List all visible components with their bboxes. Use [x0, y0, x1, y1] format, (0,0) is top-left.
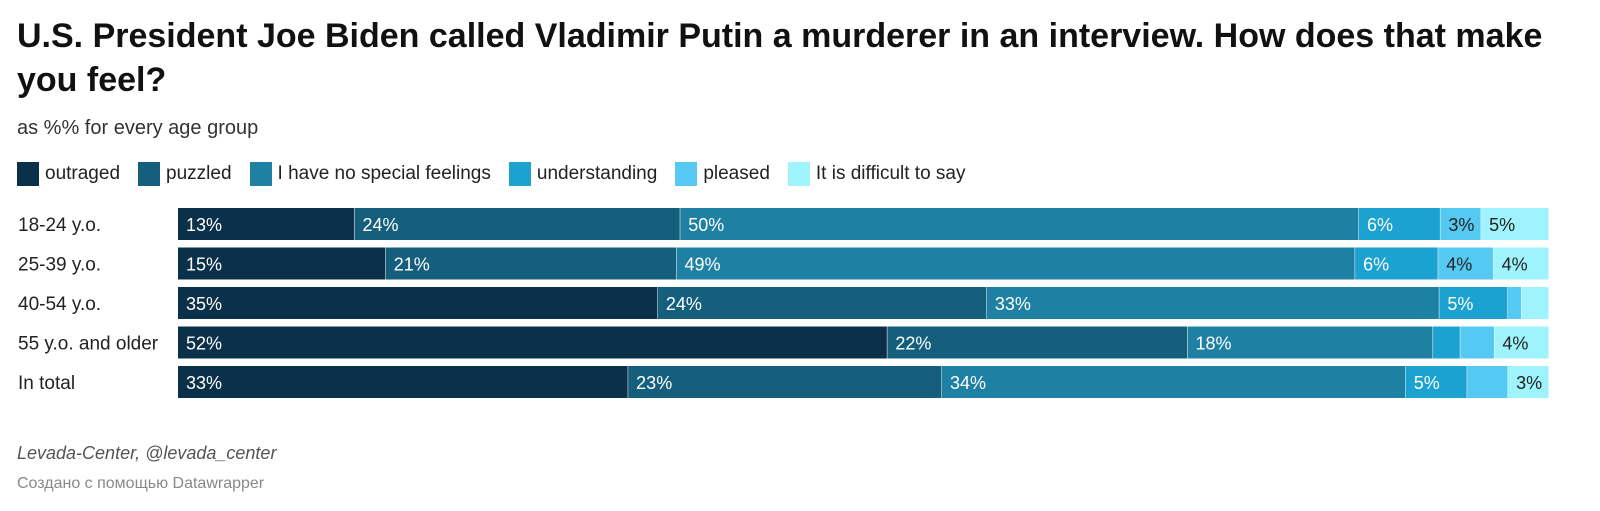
data-label: 6% — [1363, 255, 1389, 275]
category-label: In total — [18, 373, 75, 394]
data-label: 34% — [950, 373, 986, 393]
data-label: 35% — [186, 294, 222, 314]
bar-segment — [1440, 208, 1481, 240]
data-label: 3% — [1516, 373, 1542, 393]
data-label: 5% — [1447, 294, 1473, 314]
legend-swatch-difficult-to-say — [787, 162, 810, 186]
bar-segment — [628, 366, 942, 398]
legend-label-no-special-feelings: I have no special feelings — [277, 163, 491, 184]
bar-segment — [385, 247, 677, 280]
data-label: 33% — [995, 294, 1031, 314]
data-label: 23% — [636, 373, 672, 393]
legend-label-difficult-to-say: It is difficult to say — [815, 163, 966, 184]
legend-item-no-special-feelings: I have no special feelings — [249, 162, 491, 186]
bar-segment — [676, 247, 1355, 280]
legend-swatch-outraged — [17, 162, 39, 186]
bar-segment — [657, 287, 987, 319]
bar-segment — [1438, 247, 1494, 280]
bar-segment — [1493, 247, 1549, 280]
category-label: 25-39 y.o. — [18, 255, 101, 276]
data-label: 18% — [1195, 334, 1231, 354]
data-label: 3% — [1448, 215, 1474, 235]
legend-item-outraged: outraged — [17, 162, 120, 186]
data-label: 15% — [186, 255, 222, 275]
bar-row: 40-54 y.o. 35% 24% 33% 5% — [18, 287, 1549, 319]
data-label: 52% — [186, 334, 222, 354]
bar-segment — [941, 366, 1406, 398]
bar-segment — [1358, 208, 1440, 240]
data-label: 6% — [1367, 215, 1393, 235]
bar-segment — [1405, 366, 1467, 398]
data-label: 50% — [688, 215, 724, 235]
bar-row: 18-24 y.o. 13% 24% 50% 6% 3% 5% — [18, 208, 1549, 240]
data-label: 4% — [1446, 255, 1472, 275]
legend-label-understanding: understanding — [536, 163, 658, 184]
legend-label-outraged: outraged — [45, 163, 121, 184]
bar-row: 55 y.o. and older 52% 22% 18% 4% — [18, 326, 1549, 359]
data-label: 49% — [685, 255, 721, 275]
bar-segment — [1467, 366, 1508, 398]
category-label: 55 y.o. and older — [18, 334, 159, 355]
source-note: Levada-Center, @levada_center — [17, 443, 277, 463]
category-label: 18-24 y.o. — [18, 215, 101, 236]
data-label: 4% — [1502, 334, 1528, 354]
data-label: 33% — [186, 373, 222, 393]
bar-segment — [354, 208, 680, 240]
bar-segment — [178, 247, 386, 280]
bar-segment — [178, 326, 887, 359]
data-label: 21% — [394, 255, 430, 275]
bar-segment — [986, 287, 1439, 319]
data-label: 13% — [186, 215, 222, 235]
bar-segment — [1521, 287, 1549, 319]
legend-label-puzzled: puzzled — [166, 163, 232, 184]
legend-swatch-puzzled — [138, 162, 161, 186]
bar-segment — [1460, 326, 1494, 359]
credit-note: Создано с помощью Datawrapper — [17, 475, 265, 492]
bar-row: 25-39 y.o. 15% 21% 49% 6% 4% 4% — [18, 247, 1549, 280]
data-label: 22% — [895, 334, 931, 354]
legend: outraged puzzled I have no special feeli… — [17, 162, 984, 186]
bar-segment — [1494, 326, 1549, 359]
legend-swatch-no-special-feelings — [249, 162, 272, 186]
bar-segment — [178, 287, 658, 319]
data-label: 5% — [1489, 215, 1515, 235]
bar-segment — [1187, 326, 1433, 359]
bar-segment — [1481, 208, 1549, 240]
bar-segment — [680, 208, 1359, 240]
legend-item-difficult-to-say: It is difficult to say — [787, 162, 966, 186]
data-label: 24% — [666, 294, 702, 314]
bar-segment — [1433, 326, 1460, 359]
data-label: 24% — [362, 215, 398, 235]
bar-segment — [178, 366, 628, 398]
bar-segment — [1508, 366, 1549, 398]
category-label: 40-54 y.o. — [18, 294, 101, 315]
bar-segment — [1355, 247, 1438, 280]
legend-item-pleased: pleased — [675, 162, 770, 186]
legend-swatch-pleased — [675, 162, 698, 186]
bar-row: In total 33% 23% 34% 5% 3% — [18, 366, 1549, 398]
bar-segment — [1507, 287, 1522, 319]
legend-item-puzzled: puzzled — [138, 162, 232, 186]
stacked-bar-chart: 18-24 y.o. 13% 24% 50% 6% 3% 5% 25-39 y.o. 15% 21… — [18, 208, 1549, 398]
legend-swatch-understanding — [508, 162, 531, 186]
bar-segment — [178, 208, 354, 240]
chart-title: U.S. President Joe Biden called Vladimir… — [17, 17, 1543, 99]
data-label: 4% — [1502, 255, 1528, 275]
bar-segment — [887, 326, 1187, 359]
bar-segment — [1439, 287, 1508, 319]
legend-item-understanding: understanding — [508, 162, 658, 186]
chart-subtitle: as %% for every age group — [17, 117, 259, 139]
data-label: 5% — [1414, 373, 1440, 393]
legend-label-pleased: pleased — [703, 163, 770, 184]
